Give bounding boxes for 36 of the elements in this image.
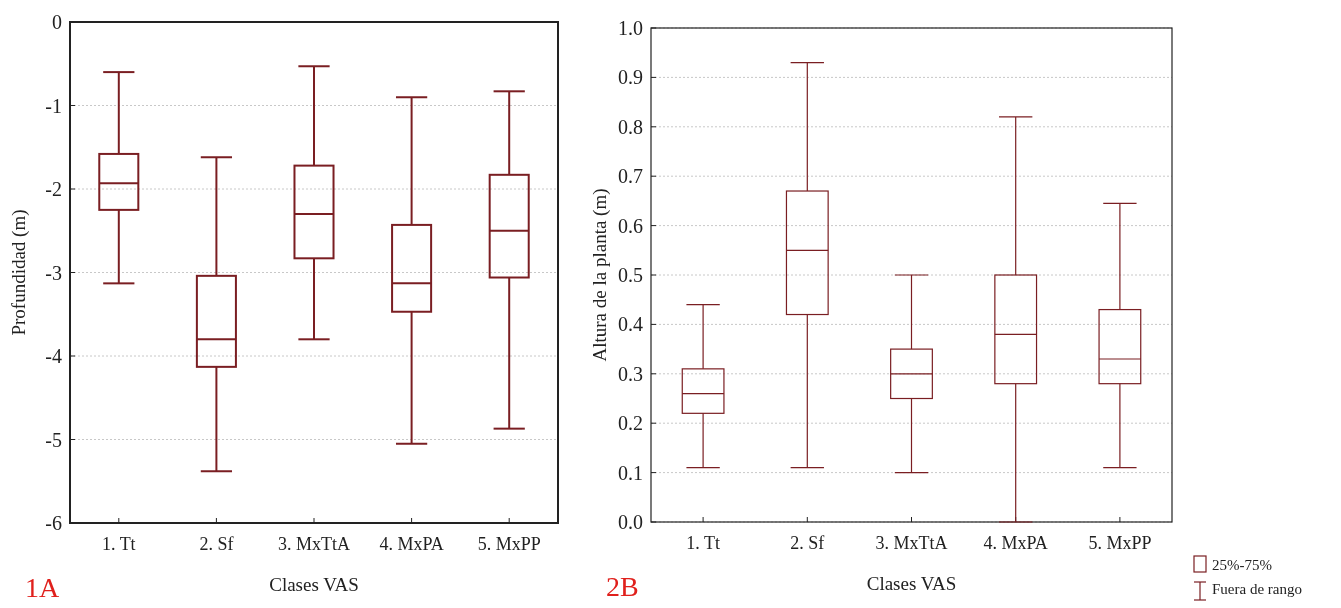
x-tick-label: 3. MxTtA	[875, 533, 948, 553]
x-tick-label: 5. MxPP	[1088, 533, 1152, 553]
x-axis-title: Clases VAS	[866, 573, 957, 594]
y-tick-label: -6	[45, 512, 62, 534]
y-tick-label: 0.2	[618, 412, 643, 435]
y-tick-label: 0.1	[618, 461, 643, 484]
text: 25%-75%	[1212, 557, 1272, 573]
x-tick-label: 2. Sf	[199, 534, 234, 554]
y-tick-label: -2	[45, 178, 62, 200]
y-tick-label: 0.6	[618, 214, 643, 237]
x-tick-label: 1. Tt	[101, 534, 136, 554]
y-tick-label: -5	[45, 428, 62, 451]
y-tick-label: 0.0	[618, 511, 643, 533]
y-axis-title: Profundidad (m)	[8, 209, 30, 336]
y-tick-label: 0.8	[618, 115, 643, 138]
y-tick-label: -3	[45, 261, 62, 284]
y-tick-label: -1	[45, 94, 62, 117]
y-tick-label: 0.5	[618, 264, 643, 286]
y-tick-label: 0.3	[618, 362, 643, 385]
y-tick-label: -4	[45, 345, 62, 367]
x-tick-label: 3. MxTtA	[278, 534, 350, 554]
y-axis-title: Altura de la planta (m)	[589, 188, 611, 362]
x-tick-label: 2. Sf	[790, 533, 825, 553]
y-tick-label: 0.9	[618, 66, 643, 89]
text: 1A	[25, 572, 60, 603]
y-tick-label: 0.4	[618, 313, 643, 336]
y-tick-label: 1.0	[618, 17, 643, 39]
x-axis-title: Clases VAS	[269, 574, 359, 595]
y-tick-label: 0.7	[618, 165, 643, 188]
x-tick-label: 1. Tt	[686, 533, 720, 553]
text: 2B	[606, 571, 639, 602]
x-tick-label: 5. MxPP	[477, 534, 541, 554]
x-tick-label: 4. MxPA	[983, 533, 1048, 553]
y-tick-label: 0	[52, 11, 62, 33]
x-tick-label: 4. MxPA	[379, 534, 444, 554]
text: Fuera de rango	[1212, 581, 1302, 597]
